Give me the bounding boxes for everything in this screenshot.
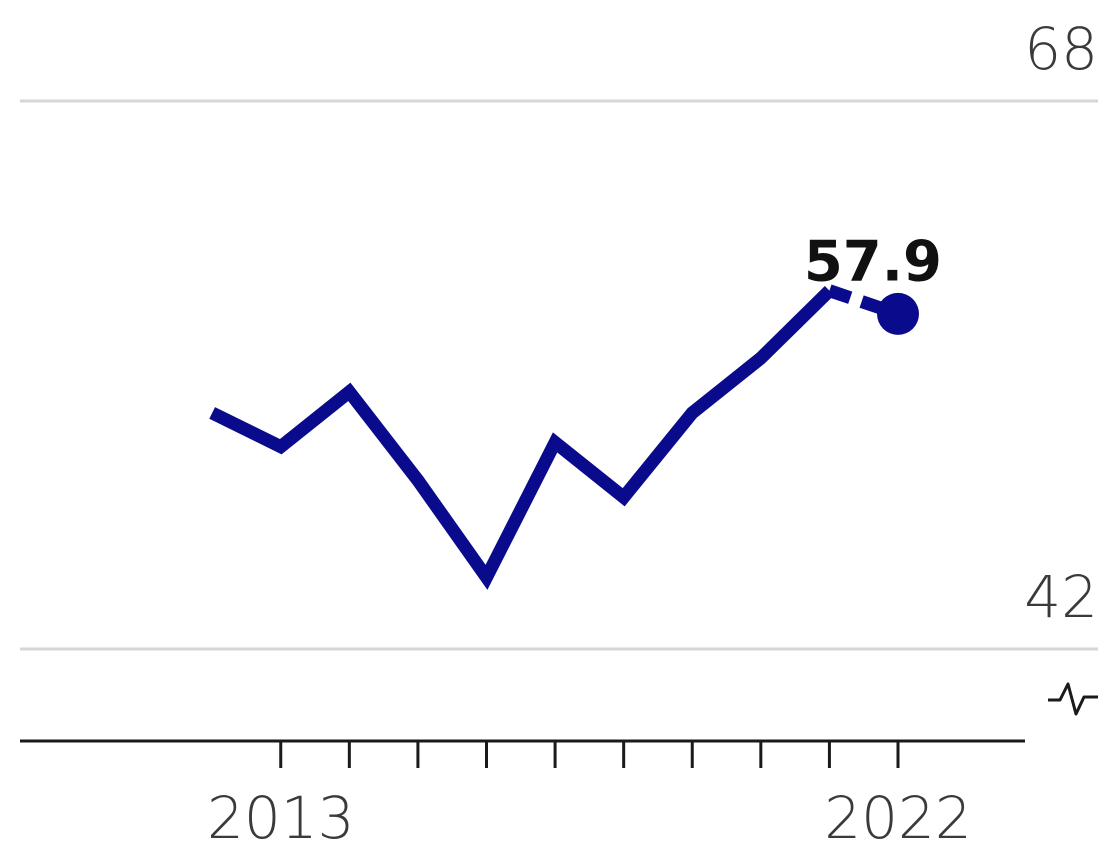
data-label: 57.9 [804,230,942,295]
sparkline-icon [1048,682,1098,716]
series-dashed-segment [827,284,901,321]
labels: 68 42 2013 2022 57.9 [207,15,1098,848]
series-layer [209,284,919,590]
y-tick-label: 42 [1024,563,1098,631]
x-tick-label: 2022 [824,784,972,848]
sparkline-icon-path [1048,682,1098,716]
x-axis [20,739,1025,768]
series-line [209,286,834,590]
y-tick-label: 68 [1024,15,1098,83]
x-tick-label: 2013 [207,784,355,848]
gridlines [20,99,1098,651]
end-point-marker [877,292,919,335]
